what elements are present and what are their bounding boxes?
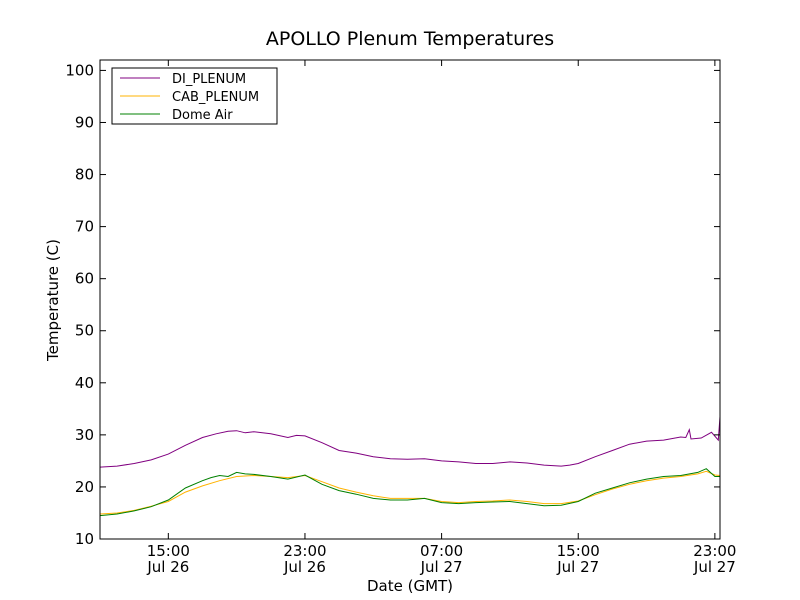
x-tick-label-date: Jul 27 [556, 558, 599, 576]
y-tick-label: 20 [75, 478, 94, 496]
x-tick-label-time: 23:00 [283, 542, 326, 560]
y-tick-label: 80 [75, 166, 94, 184]
chart-title: APOLLO Plenum Temperatures [266, 28, 554, 50]
x-tick-label-date: Jul 27 [420, 558, 463, 576]
y-tick-label: 10 [75, 530, 94, 548]
x-tick-label-time: 15:00 [557, 542, 600, 560]
plot-frame [99, 59, 721, 540]
y-tick-label: 50 [75, 322, 94, 340]
y-tick-label: 90 [75, 113, 94, 131]
legend-label-di-plenum: DI_PLENUM [172, 72, 246, 87]
y-tick-label: 30 [75, 426, 94, 444]
y-axis-label: Temperature (C) [44, 239, 62, 362]
x-tick-label-date: Jul 26 [283, 558, 326, 576]
y-tick-label: 60 [75, 270, 94, 288]
series-line-di-plenum [100, 416, 720, 468]
legend: DI_PLENUM CAB_PLENUM Dome Air [111, 67, 278, 125]
y-tick-label: 100 [65, 61, 94, 79]
x-tick-label-time: 23:00 [693, 542, 736, 560]
x-tick-label-date: Jul 26 [146, 558, 189, 576]
x-tick-label-time: 15:00 [147, 542, 190, 560]
legend-label-cab-plenum: CAB_PLENUM [172, 90, 259, 105]
x-axis-label: Date (GMT) [367, 577, 453, 595]
x-tick-label-time: 07:00 [420, 542, 463, 560]
y-tick-label: 40 [75, 374, 94, 392]
legend-label-dome-air: Dome Air [172, 108, 233, 123]
y-tick-label: 70 [75, 218, 94, 236]
x-tick-label-date: Jul 27 [693, 558, 736, 576]
y-axis: 10 20 30 40 50 60 70 80 90 100 [65, 61, 720, 548]
series-layer [100, 416, 720, 517]
series-line-dome-air [100, 468, 720, 517]
